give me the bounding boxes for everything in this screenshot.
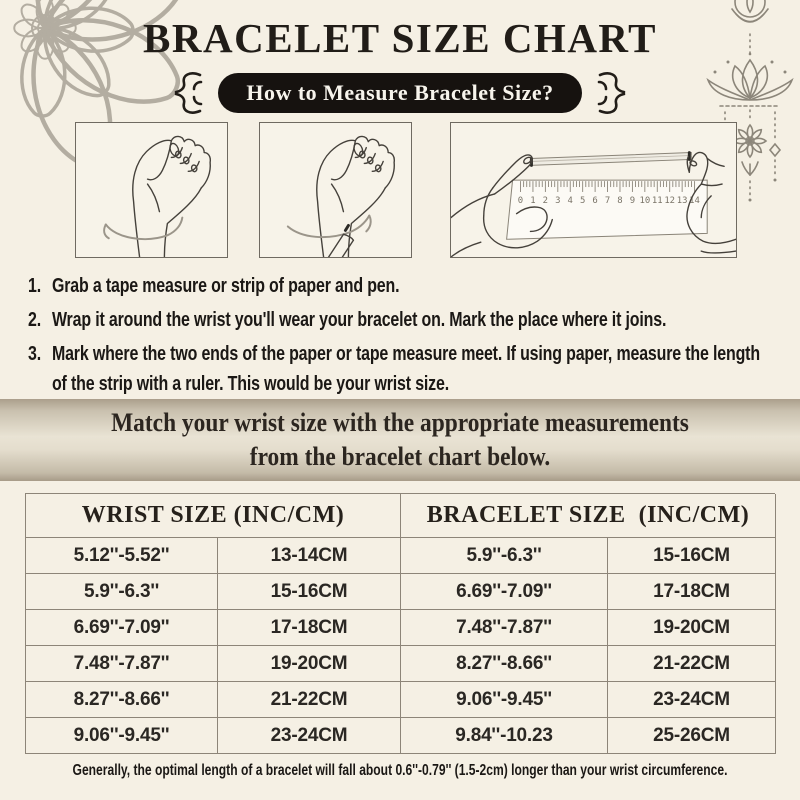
table-cell: 23-24CM xyxy=(608,682,776,718)
instruction-1-text: Grab a tape measure or strip of paper an… xyxy=(51,275,400,297)
svg-text:14: 14 xyxy=(689,196,700,206)
svg-text:8: 8 xyxy=(617,196,622,206)
squiggle-bracket-left-icon xyxy=(170,70,204,116)
table-cell: 17-18CM xyxy=(608,574,776,610)
table-cell: 17-18CM xyxy=(218,610,401,646)
table-header-bracelet-size: BRACELET SIZE (INC/CM) xyxy=(401,494,776,538)
ruler-ticks xyxy=(520,181,696,192)
svg-text:4: 4 xyxy=(568,196,573,206)
table-cell: 5.12''-5.52'' xyxy=(26,538,218,574)
page-title: BRACELET SIZE CHART xyxy=(143,15,657,61)
table-cell: 6.69''-7.09'' xyxy=(26,610,218,646)
table-cell: 9.06''-9.45'' xyxy=(26,718,218,754)
instruction-1-number: 1. xyxy=(28,275,41,297)
table-cell: 21-22CM xyxy=(608,646,776,682)
svg-text:13: 13 xyxy=(677,196,688,206)
svg-text:11: 11 xyxy=(652,196,663,206)
badge-row: How to Measure Bracelet Size? xyxy=(0,70,800,116)
instruction-1: 1. Grab a tape measure or strip of paper… xyxy=(28,271,778,301)
svg-text:3: 3 xyxy=(555,196,560,206)
table-header-wrist-size: WRIST SIZE (INC/CM) xyxy=(26,494,401,538)
instruction-2: 2. Wrap it around the wrist you'll wear … xyxy=(28,305,778,335)
table-cell: 21-22CM xyxy=(218,682,401,718)
svg-text:1: 1 xyxy=(530,196,535,206)
table-cell: 7.48''-7.87'' xyxy=(401,610,608,646)
instruction-2-text: Wrap it around the wrist you'll wear you… xyxy=(51,309,667,331)
table-cell: 15-16CM xyxy=(608,538,776,574)
table-cell: 23-24CM xyxy=(218,718,401,754)
svg-text:0: 0 xyxy=(518,196,523,206)
table-cell: 9.84''-10.23 xyxy=(401,718,608,754)
footer-note: Generally, the optimal length of a brace… xyxy=(72,762,728,779)
svg-text:5: 5 xyxy=(580,196,585,206)
table-cell: 19-20CM xyxy=(608,610,776,646)
svg-text:12: 12 xyxy=(664,196,675,206)
instructions-list: 1. Grab a tape measure or strip of paper… xyxy=(28,271,778,403)
table-cell: 9.06''-9.45'' xyxy=(401,682,608,718)
size-table: WRIST SIZE (INC/CM) BRACELET SIZE (INC/C… xyxy=(25,493,776,754)
table-cell: 8.27''-8.66'' xyxy=(26,682,218,718)
table-cell: 5.9''-6.3'' xyxy=(401,538,608,574)
ruler-numbers: 0 1 2 3 4 5 6 7 8 9 10 11 12 13 14 xyxy=(518,196,700,206)
table-cell: 25-26CM xyxy=(608,718,776,754)
svg-text:2: 2 xyxy=(543,196,548,206)
table-cell: 15-16CM xyxy=(218,574,401,610)
table-cell: 6.69''-7.09'' xyxy=(401,574,608,610)
how-to-measure-badge: How to Measure Bracelet Size? xyxy=(218,73,582,113)
svg-text:7: 7 xyxy=(605,196,610,206)
svg-text:9: 9 xyxy=(630,196,635,206)
instruction-2-number: 2. xyxy=(28,309,41,331)
svg-text:6: 6 xyxy=(592,196,597,206)
instruction-3: 3. Mark where the two ends of the paper … xyxy=(28,339,778,399)
banner-line-2: from the bracelet chart below. xyxy=(249,442,551,471)
squiggle-bracket-right-icon xyxy=(596,70,630,116)
table-cell: 13-14CM xyxy=(218,538,401,574)
table-cell: 8.27''-8.66'' xyxy=(401,646,608,682)
banner-line-1: Match your wrist size with the appropria… xyxy=(111,408,689,437)
match-size-banner: Match your wrist size with the appropria… xyxy=(0,399,800,481)
illustration-mark-with-pen xyxy=(259,122,412,258)
table-cell: 19-20CM xyxy=(218,646,401,682)
instruction-3-number: 3. xyxy=(28,343,41,365)
svg-text:10: 10 xyxy=(639,196,650,206)
illustration-measure-ruler: 0 1 2 3 4 5 6 7 8 9 10 11 12 13 14 xyxy=(450,122,737,258)
illustration-wrap-string xyxy=(75,122,228,258)
table-cell: 5.9''-6.3'' xyxy=(26,574,218,610)
instruction-3-text: Mark where the two ends of the paper or … xyxy=(51,343,760,395)
table-cell: 7.48''-7.87'' xyxy=(26,646,218,682)
